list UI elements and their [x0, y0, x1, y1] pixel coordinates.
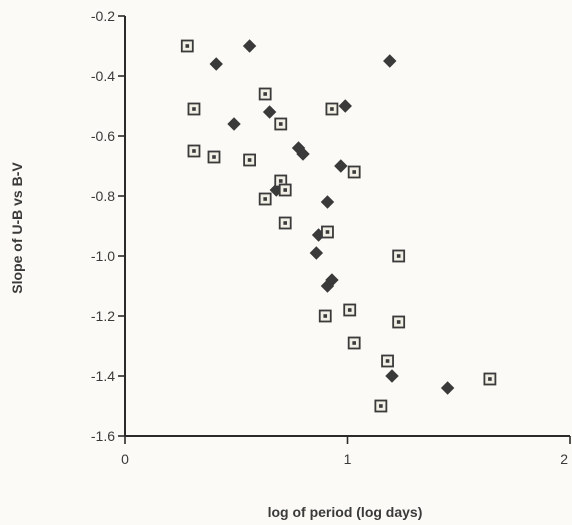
diamond-marker [320, 195, 335, 209]
diamond-marker [296, 147, 310, 161]
square-marker [483, 372, 497, 386]
y-tick-label: -0.8 [91, 188, 115, 204]
diamond-marker [338, 99, 352, 113]
data-points [180, 39, 497, 413]
square-marker [347, 336, 361, 350]
diamond-marker [385, 369, 399, 383]
square-marker [258, 87, 272, 101]
square-marker [318, 309, 332, 323]
axes [124, 16, 570, 437]
square-marker [180, 39, 194, 53]
square-marker [274, 117, 288, 131]
square-marker [187, 102, 201, 116]
y-tick-label: -1.6 [91, 428, 115, 444]
diamond-marker [334, 159, 348, 173]
diamond-marker [383, 54, 397, 68]
diamond-marker [309, 246, 324, 260]
y-axis-ticks: -0.2 -0.4 -0.6 -0.8 -1.0 -1.2 -1.4 -1.6 [91, 8, 125, 444]
y-tick-label: -1.0 [91, 248, 115, 264]
x-tick-label: 2 [560, 451, 568, 467]
diamond-marker [440, 381, 455, 395]
diamond-marker [209, 57, 223, 71]
square-marker [374, 399, 388, 413]
x-tick-label: 1 [344, 451, 352, 467]
y-tick-label: -1.2 [91, 308, 115, 324]
y-tick-label: -0.4 [91, 68, 115, 84]
y-axis-title: Slope of U-B vs B-V [9, 162, 25, 294]
diamond-marker [262, 105, 277, 119]
diamond-marker [320, 279, 335, 293]
diamond-marker [242, 39, 257, 53]
x-axis-ticks: 0 1 2 [121, 436, 571, 467]
x-tick-label: 0 [121, 451, 129, 467]
square-marker [207, 150, 221, 164]
x-axis-title: log of period (log days) [268, 504, 423, 520]
square-marker [343, 303, 357, 317]
y-tick-label: -0.2 [91, 8, 115, 24]
diamond-marker [227, 117, 241, 131]
square-marker [278, 216, 292, 230]
square-marker [243, 153, 257, 167]
square-marker [258, 192, 272, 206]
y-tick-label: -1.4 [91, 368, 115, 384]
square-marker [325, 102, 339, 116]
square-marker [347, 165, 361, 179]
square-marker [321, 225, 334, 239]
square-marker [392, 315, 406, 329]
square-marker [187, 144, 201, 158]
square-marker [381, 354, 394, 368]
square-marker [278, 183, 292, 197]
y-tick-label: -0.6 [91, 128, 115, 144]
square-marker [392, 249, 406, 263]
